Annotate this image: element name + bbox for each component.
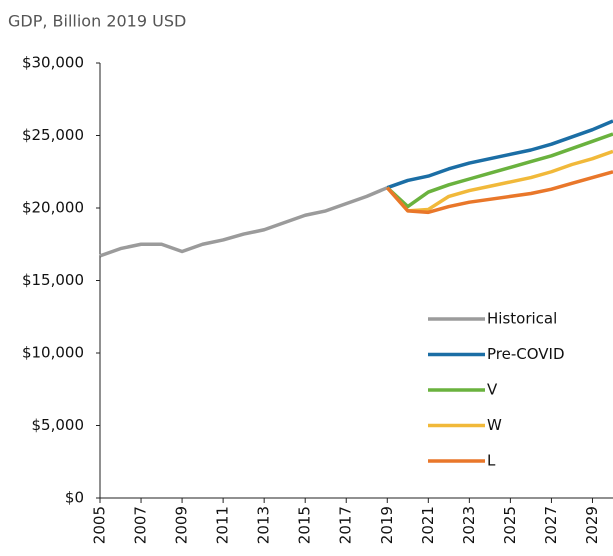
y-tick-label: $0 xyxy=(65,489,84,507)
x-tick-label: 2007 xyxy=(132,506,150,544)
legend-label: W xyxy=(487,416,502,434)
series-line xyxy=(386,132,613,209)
series-line xyxy=(385,170,613,215)
legend-label: V xyxy=(487,381,498,399)
series-line xyxy=(385,149,613,213)
series-line xyxy=(386,119,613,190)
y-tick-label: $10,000 xyxy=(22,344,84,362)
y-tick-label: $30,000 xyxy=(22,54,84,72)
y-tick-label: $15,000 xyxy=(22,271,84,289)
x-tick-label: 2019 xyxy=(378,506,396,544)
legend-label: Historical xyxy=(487,310,557,328)
legend-label: Pre-COVID xyxy=(487,345,565,363)
x-tick-label: 2029 xyxy=(583,506,601,544)
y-tick-label: $20,000 xyxy=(22,199,84,217)
x-tick-label: 2009 xyxy=(173,506,191,544)
chart-subtitle: GDP, Billion 2019 USD xyxy=(8,12,186,31)
x-tick-label: 2027 xyxy=(542,506,560,544)
x-tick-label: 2023 xyxy=(460,506,478,544)
legend-label: L xyxy=(487,452,496,470)
x-tick-label: 2005 xyxy=(91,506,109,544)
x-tick-label: 2015 xyxy=(296,506,314,544)
y-tick-label: $25,000 xyxy=(22,126,84,144)
x-tick-label: 2025 xyxy=(501,506,519,544)
y-tick-label: $5,000 xyxy=(32,416,85,434)
x-tick-label: 2021 xyxy=(419,506,437,544)
series-line xyxy=(99,186,388,258)
x-tick-label: 2013 xyxy=(255,506,273,544)
x-tick-label: 2017 xyxy=(337,506,355,544)
x-tick-label: 2011 xyxy=(214,506,232,544)
